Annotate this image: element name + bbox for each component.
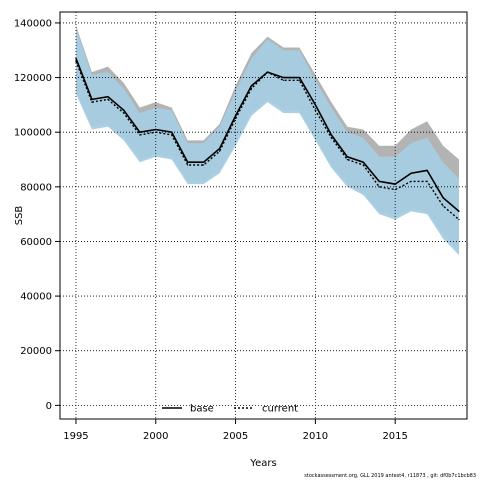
point-current-2016 <box>410 180 412 182</box>
point-base-2019 <box>458 210 460 213</box>
legend-label-current: current <box>262 404 298 415</box>
y-tick-label-40000: 40000 <box>20 292 52 303</box>
point-current-2017 <box>426 180 428 182</box>
point-current-2006 <box>250 87 253 90</box>
y-axis: 0 20000 40000 60000 80000 100000 120000 140000 <box>14 18 60 412</box>
point-current-2001 <box>171 134 173 136</box>
point-current-2018 <box>442 205 444 207</box>
point-current-2015 <box>394 188 396 191</box>
y-tick-label-80000: 80000 <box>20 182 52 193</box>
point-current-1999 <box>139 134 141 136</box>
point-base-2014 <box>378 180 380 182</box>
x-axis: 1995 2000 2005 2010 2015 <box>63 419 408 442</box>
x-tick-label-2000: 2000 <box>143 431 168 442</box>
point-base-2017 <box>426 169 428 172</box>
series-lines <box>75 57 460 221</box>
confidence-bands <box>76 25 459 256</box>
point-current-2019 <box>458 218 460 221</box>
point-current-1995 <box>75 60 77 62</box>
y-tick-label-20000: 20000 <box>20 346 52 357</box>
point-base-2002 <box>187 161 189 163</box>
x-tick-label-1995: 1995 <box>63 431 88 442</box>
point-current-2000 <box>155 131 157 133</box>
point-current-2004 <box>219 150 221 152</box>
point-current-2007 <box>266 71 269 73</box>
x-tick-label-2005: 2005 <box>223 431 248 442</box>
point-base-1998 <box>123 109 125 111</box>
band-current <box>76 28 459 256</box>
point-current-2014 <box>378 186 380 188</box>
point-current-2010 <box>314 109 316 111</box>
point-current-1998 <box>123 112 125 114</box>
point-base-2016 <box>410 172 412 174</box>
y-axis-label: SSB <box>14 206 25 226</box>
point-base-2013 <box>362 161 364 163</box>
x-tick-label-2010: 2010 <box>303 431 328 442</box>
x-axis-label: Years <box>249 458 276 469</box>
point-base-2018 <box>442 197 444 199</box>
point-base-2008 <box>282 76 285 79</box>
point-current-2012 <box>346 158 348 161</box>
point-current-1996 <box>91 101 93 103</box>
point-current-2005 <box>234 117 237 120</box>
point-base-2015 <box>394 183 396 185</box>
point-base-2012 <box>346 156 348 158</box>
point-current-2002 <box>187 164 189 166</box>
y-tick-label-60000: 60000 <box>20 237 52 248</box>
point-base-1995 <box>75 57 77 60</box>
point-current-2008 <box>282 79 285 81</box>
y-tick-label-120000: 120000 <box>14 73 52 84</box>
legend: base current <box>162 404 298 415</box>
point-current-2009 <box>298 79 301 81</box>
legend-label-base: base <box>190 404 214 415</box>
point-base-2004 <box>219 147 221 150</box>
plot-frame <box>59 11 468 420</box>
point-current-2011 <box>330 137 332 139</box>
point-base-2011 <box>330 134 332 136</box>
point-current-1997 <box>107 98 109 101</box>
point-current-2003 <box>203 164 205 166</box>
y-tick-label-0: 0 <box>46 401 52 412</box>
point-current-2013 <box>362 164 364 166</box>
point-base-2003 <box>203 161 205 163</box>
point-base-1997 <box>107 96 109 98</box>
point-base-2000 <box>155 128 157 131</box>
point-base-2009 <box>298 76 301 79</box>
point-base-2005 <box>234 115 237 117</box>
point-base-2006 <box>250 85 253 87</box>
x-tick-label-2015: 2015 <box>382 431 407 442</box>
footnote: stockassessment.org, GLL 2019 antest4, r… <box>304 473 476 479</box>
y-tick-label-100000: 100000 <box>14 128 52 139</box>
point-base-1999 <box>139 131 141 133</box>
y-tick-label-140000: 140000 <box>14 18 52 29</box>
point-base-2010 <box>314 104 316 106</box>
point-base-2001 <box>171 131 173 133</box>
